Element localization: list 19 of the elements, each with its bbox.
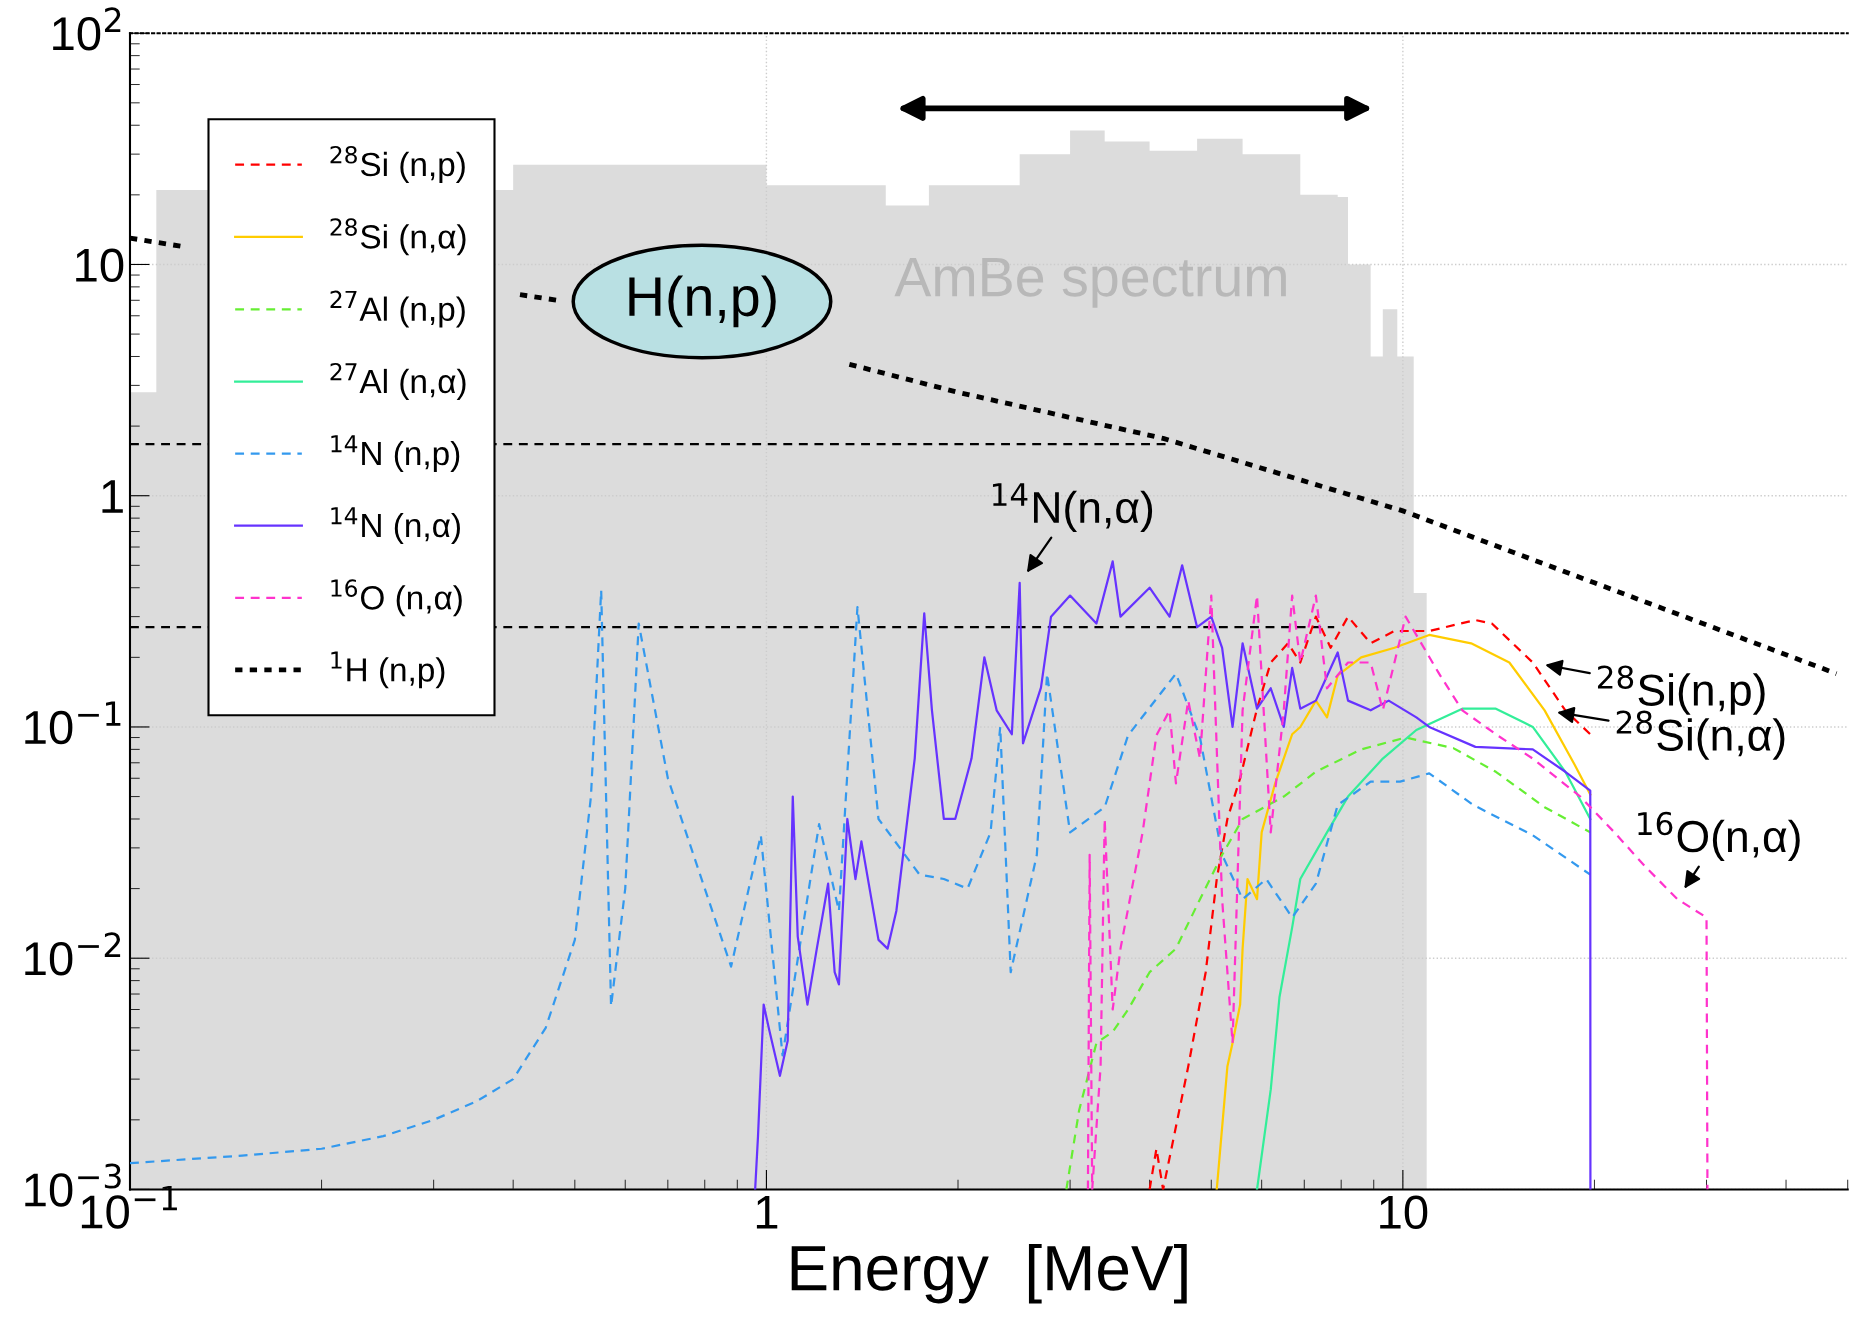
legend-label: $^{27}$Al (n,α) bbox=[330, 362, 466, 400]
x-axis-title: Energy [MeV] bbox=[791, 1243, 1187, 1304]
legend-label: $^{28}$Si (n,p) bbox=[330, 145, 465, 183]
legend-label: $^{14}$N (n,α) bbox=[331, 507, 460, 544]
x-tick-label: 10 bbox=[1380, 1195, 1428, 1229]
y-tick-label: 10$^{−2}$ bbox=[25, 932, 121, 976]
legend-label: $^{14}$N (n,p) bbox=[331, 435, 460, 472]
annotation: H(n,p) bbox=[629, 275, 776, 328]
y-tick-label: 10 bbox=[76, 248, 124, 283]
annotation: $^{16}$O(n,α) bbox=[1638, 811, 1800, 862]
y-tick-label: 10$^{2}$ bbox=[53, 7, 121, 51]
legend-label: $^{16}$O (n,α) bbox=[331, 579, 462, 617]
x-tick-label: 1 bbox=[756, 1196, 778, 1229]
y-tick-label: 1 bbox=[102, 480, 123, 513]
legend-label: $^{1}$H (n,p) bbox=[331, 651, 445, 689]
y-tick-label: 10$^{−1}$ bbox=[25, 701, 121, 745]
legend-label: $^{27}$Al (n,p) bbox=[330, 290, 465, 328]
legend-label: $^{28}$Si (n,α) bbox=[330, 218, 466, 256]
annotation: $^{14}$N(n,α) bbox=[992, 483, 1153, 533]
